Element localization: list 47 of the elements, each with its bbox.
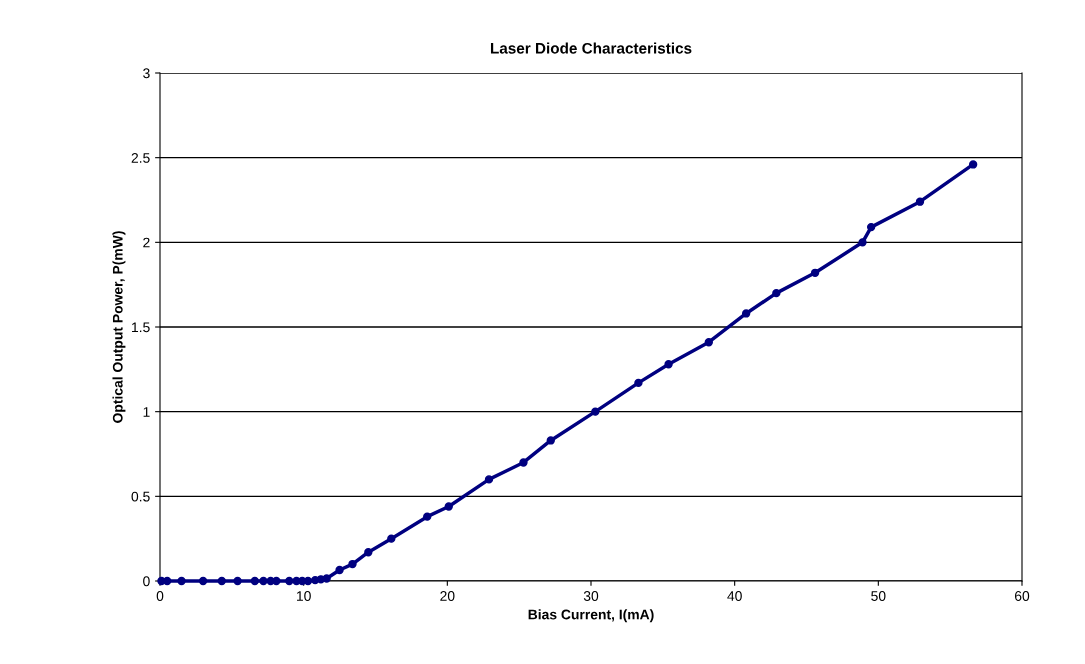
point xyxy=(285,576,294,586)
y-tick-label: 1.5 xyxy=(132,322,150,333)
point xyxy=(634,378,643,388)
x-tick-label: 60 xyxy=(1014,591,1030,601)
y-axis-title: Optical Output Power, P(mW) xyxy=(112,231,126,423)
point xyxy=(741,309,751,318)
point xyxy=(272,576,281,586)
point xyxy=(259,576,268,586)
point xyxy=(591,407,600,416)
point xyxy=(250,576,259,586)
x-tick-label: 0 xyxy=(156,591,164,601)
y-tick-label: 2 xyxy=(143,237,150,248)
point xyxy=(423,512,432,521)
point xyxy=(335,565,344,575)
chart-title: Laser Diode Characteristics xyxy=(490,42,692,54)
point xyxy=(484,475,494,484)
point xyxy=(444,502,453,511)
x-axis-title: Bias Current, I(mA) xyxy=(528,609,654,623)
point xyxy=(772,288,781,298)
point xyxy=(217,576,226,586)
point xyxy=(546,436,555,445)
x-tick-label: 40 xyxy=(727,591,742,601)
point xyxy=(322,574,331,583)
y-tick-label: 0 xyxy=(143,576,150,587)
point xyxy=(664,360,673,369)
point xyxy=(519,458,528,467)
point xyxy=(915,197,925,206)
point xyxy=(387,534,396,543)
point xyxy=(364,548,373,557)
point xyxy=(348,559,357,569)
point xyxy=(233,576,242,586)
point xyxy=(968,160,978,169)
y-tick-label: 3 xyxy=(143,68,150,79)
x-tick-label: 50 xyxy=(871,591,886,601)
point xyxy=(810,268,820,277)
x-tick-label: 30 xyxy=(583,591,599,601)
point xyxy=(866,222,876,232)
y-tick-label: 0.5 xyxy=(131,491,150,502)
point xyxy=(704,338,713,347)
point xyxy=(177,576,186,586)
x-tick-label: 20 xyxy=(440,591,455,601)
y-tick-label: 2.5 xyxy=(131,153,150,163)
x-tick-label: 10 xyxy=(297,591,311,601)
y-tick-label: 1 xyxy=(143,407,150,417)
point xyxy=(163,576,172,586)
point xyxy=(198,576,208,586)
point xyxy=(858,238,867,247)
